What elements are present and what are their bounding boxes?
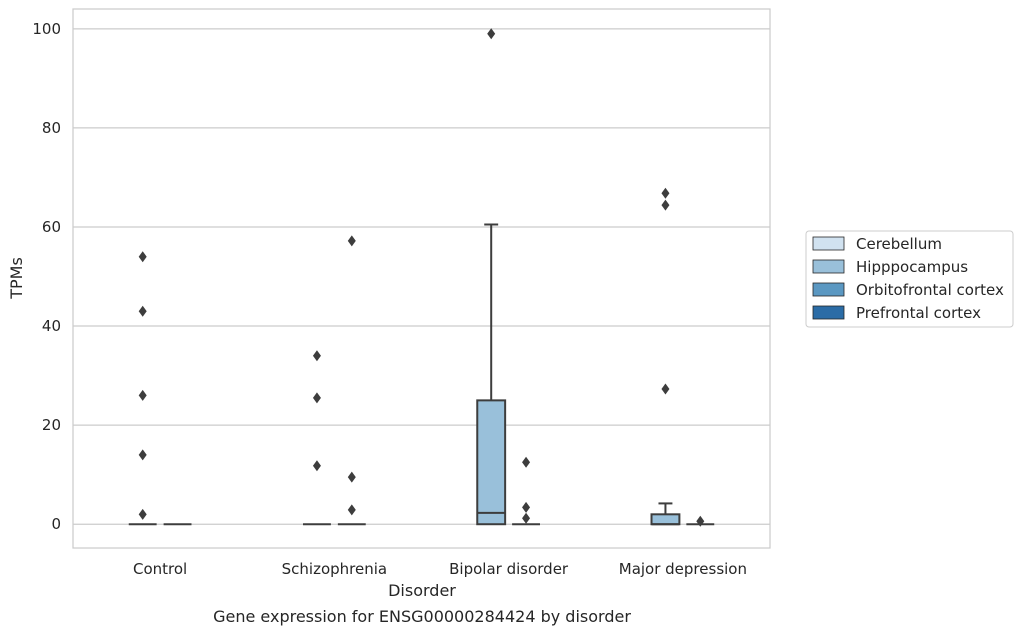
outlier-point (696, 515, 705, 527)
legend-swatch (812, 282, 845, 297)
outlier-point (312, 460, 321, 472)
outlier-point (312, 392, 321, 404)
outlier-point (661, 383, 670, 395)
y-tick-label: 0 (51, 515, 61, 533)
outlier-point (661, 187, 670, 199)
outlier-points (138, 28, 705, 527)
x-tick-label: Schizophrenia (282, 560, 387, 578)
legend: Cerebellum Hipppocampus Orbitofrontal cort… (805, 230, 1014, 328)
y-tick-label: 80 (42, 119, 61, 137)
outlier-point (661, 199, 670, 211)
box-major-depression-hipppocampus (650, 502, 681, 526)
x-axis-label: Disorder (388, 581, 456, 600)
y-tick-label: 40 (42, 317, 61, 335)
legend-label: Hipppocampus (856, 258, 968, 276)
outlier-point (522, 512, 531, 524)
outlier-point (138, 389, 147, 401)
legend-swatch (812, 305, 845, 320)
box-body (476, 399, 507, 526)
y-axis-ticks: 0 20 40 60 80 100 (32, 20, 61, 533)
outlier-point (138, 305, 147, 317)
plot-frame (72, 8, 771, 549)
outlier-point (522, 501, 531, 513)
outlier-point (138, 251, 147, 263)
outlier-point (312, 350, 321, 362)
x-tick-label: Bipolar disorder (449, 560, 569, 578)
x-tick-label: Control (133, 560, 187, 578)
outlier-point (347, 235, 356, 247)
y-tick-label: 100 (32, 20, 61, 38)
y-tick-label: 20 (42, 416, 61, 434)
outlier-point (487, 28, 496, 40)
legend-label: Prefrontal cortex (856, 304, 981, 322)
x-tick-label: Major depression (619, 560, 747, 578)
legend-swatch (812, 236, 845, 251)
chart-caption: Gene expression for ENSG00000284424 by d… (213, 607, 631, 626)
legend-label: Cerebellum (856, 235, 942, 253)
outlier-point (347, 504, 356, 516)
x-axis-ticks: Control Schizophrenia Bipolar disorder Majo… (133, 560, 747, 578)
legend-frame (805, 230, 1014, 328)
boxes (128, 223, 715, 526)
outlier-point (522, 456, 531, 468)
box-body (650, 513, 681, 526)
gridlines (73, 28, 770, 525)
legend-swatch (812, 259, 845, 274)
box-bipolar-disorder-hipppocampus (476, 223, 507, 526)
outlier-point (138, 508, 147, 520)
y-axis-label: TPMs (7, 257, 26, 300)
outlier-point (347, 471, 356, 483)
legend-label: Orbitofrontal cortex (856, 281, 1004, 299)
outlier-point (138, 449, 147, 461)
y-tick-label: 60 (42, 218, 61, 236)
